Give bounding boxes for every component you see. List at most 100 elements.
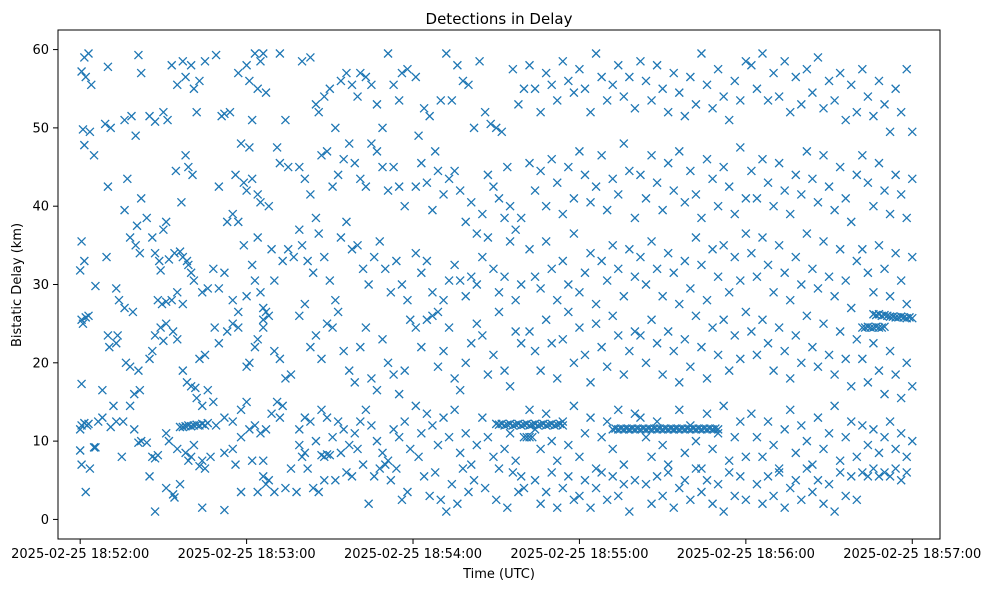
data-point: [355, 68, 365, 78]
data-point: [197, 401, 207, 411]
data-point: [613, 189, 623, 199]
data-point: [339, 424, 349, 434]
data-point: [305, 417, 315, 426]
data-point: [275, 413, 285, 423]
data-point: [317, 354, 326, 364]
data-point: [383, 358, 393, 368]
data-point: [450, 405, 460, 415]
data-point: [597, 432, 607, 442]
data-point: [752, 350, 762, 360]
data-point: [669, 186, 679, 195]
data-point: [552, 96, 562, 105]
data-point: [530, 346, 540, 356]
data-point: [536, 283, 546, 293]
data-point: [624, 166, 634, 176]
data-point: [819, 319, 828, 329]
data-point: [339, 346, 349, 356]
data-point: [536, 107, 546, 117]
data-point: [669, 346, 679, 356]
data-point: [491, 123, 501, 133]
data-point: [311, 213, 321, 223]
data-point: [752, 193, 762, 203]
data-point: [103, 330, 113, 340]
data-point: [244, 358, 254, 368]
data-point: [461, 291, 471, 301]
data-point: [746, 248, 756, 258]
data-point: [89, 150, 99, 160]
data-point: [231, 460, 240, 470]
data-point: [580, 428, 590, 438]
data-point: [724, 115, 734, 125]
data-point: [247, 456, 257, 466]
data-point: [791, 475, 801, 485]
data-point: [880, 99, 889, 109]
data-point: [580, 475, 590, 485]
data-point: [444, 432, 454, 442]
data-point: [127, 111, 136, 121]
data-point: [297, 452, 307, 462]
data-point: [250, 342, 260, 352]
data-point: [569, 88, 579, 98]
data-point: [450, 260, 460, 270]
data-point: [344, 366, 354, 376]
data-point: [891, 84, 901, 94]
data-point: [802, 229, 812, 239]
data-point: [466, 460, 476, 470]
data-point: [239, 240, 249, 250]
data-point: [131, 240, 141, 250]
data-point: [674, 377, 684, 387]
data-point: [619, 460, 629, 470]
data-point: [774, 464, 784, 473]
data-point: [183, 456, 193, 466]
data-point: [880, 186, 889, 195]
data-point: [647, 315, 657, 325]
data-point: [758, 452, 767, 462]
x-axis-label: Time (UTC): [462, 567, 535, 582]
data-point: [419, 103, 429, 113]
y-tick-label: 40: [32, 200, 49, 215]
data-point: [192, 107, 202, 117]
data-point: [341, 467, 351, 477]
data-point: [591, 182, 601, 192]
data-point: [450, 166, 460, 176]
data-point: [200, 464, 210, 473]
data-point: [242, 397, 252, 407]
data-point: [630, 272, 640, 282]
data-point: [730, 491, 740, 501]
y-tick-label: 50: [32, 121, 49, 136]
data-point: [835, 327, 845, 336]
data-point: [161, 217, 171, 227]
data-point: [713, 272, 723, 282]
data-point: [863, 268, 873, 278]
data-point: [447, 479, 457, 489]
data-point: [158, 225, 168, 235]
data-point: [724, 182, 734, 192]
data-point: [785, 374, 795, 383]
data-point: [896, 276, 906, 286]
data-point: [186, 421, 196, 431]
data-point: [663, 467, 673, 477]
data-point: [488, 350, 498, 360]
data-point: [774, 323, 784, 333]
data-point: [436, 96, 446, 105]
data-point: [569, 495, 579, 505]
data-point: [530, 475, 540, 485]
data-point: [156, 323, 166, 333]
data-point: [97, 413, 107, 423]
data-point: [113, 330, 123, 340]
data-point: [724, 456, 734, 466]
data-point: [344, 440, 354, 450]
data-point: [680, 475, 690, 485]
data-point: [702, 295, 712, 305]
data-point: [389, 370, 399, 380]
data-point: [394, 432, 404, 442]
data-point: [258, 456, 268, 466]
data-point: [236, 139, 246, 149]
data-point: [394, 96, 404, 105]
data-point: [125, 362, 135, 372]
data-point: [311, 436, 321, 446]
data-point: [647, 96, 657, 105]
data-point: [233, 217, 243, 227]
data-point: [361, 405, 371, 415]
data-point: [680, 197, 690, 207]
